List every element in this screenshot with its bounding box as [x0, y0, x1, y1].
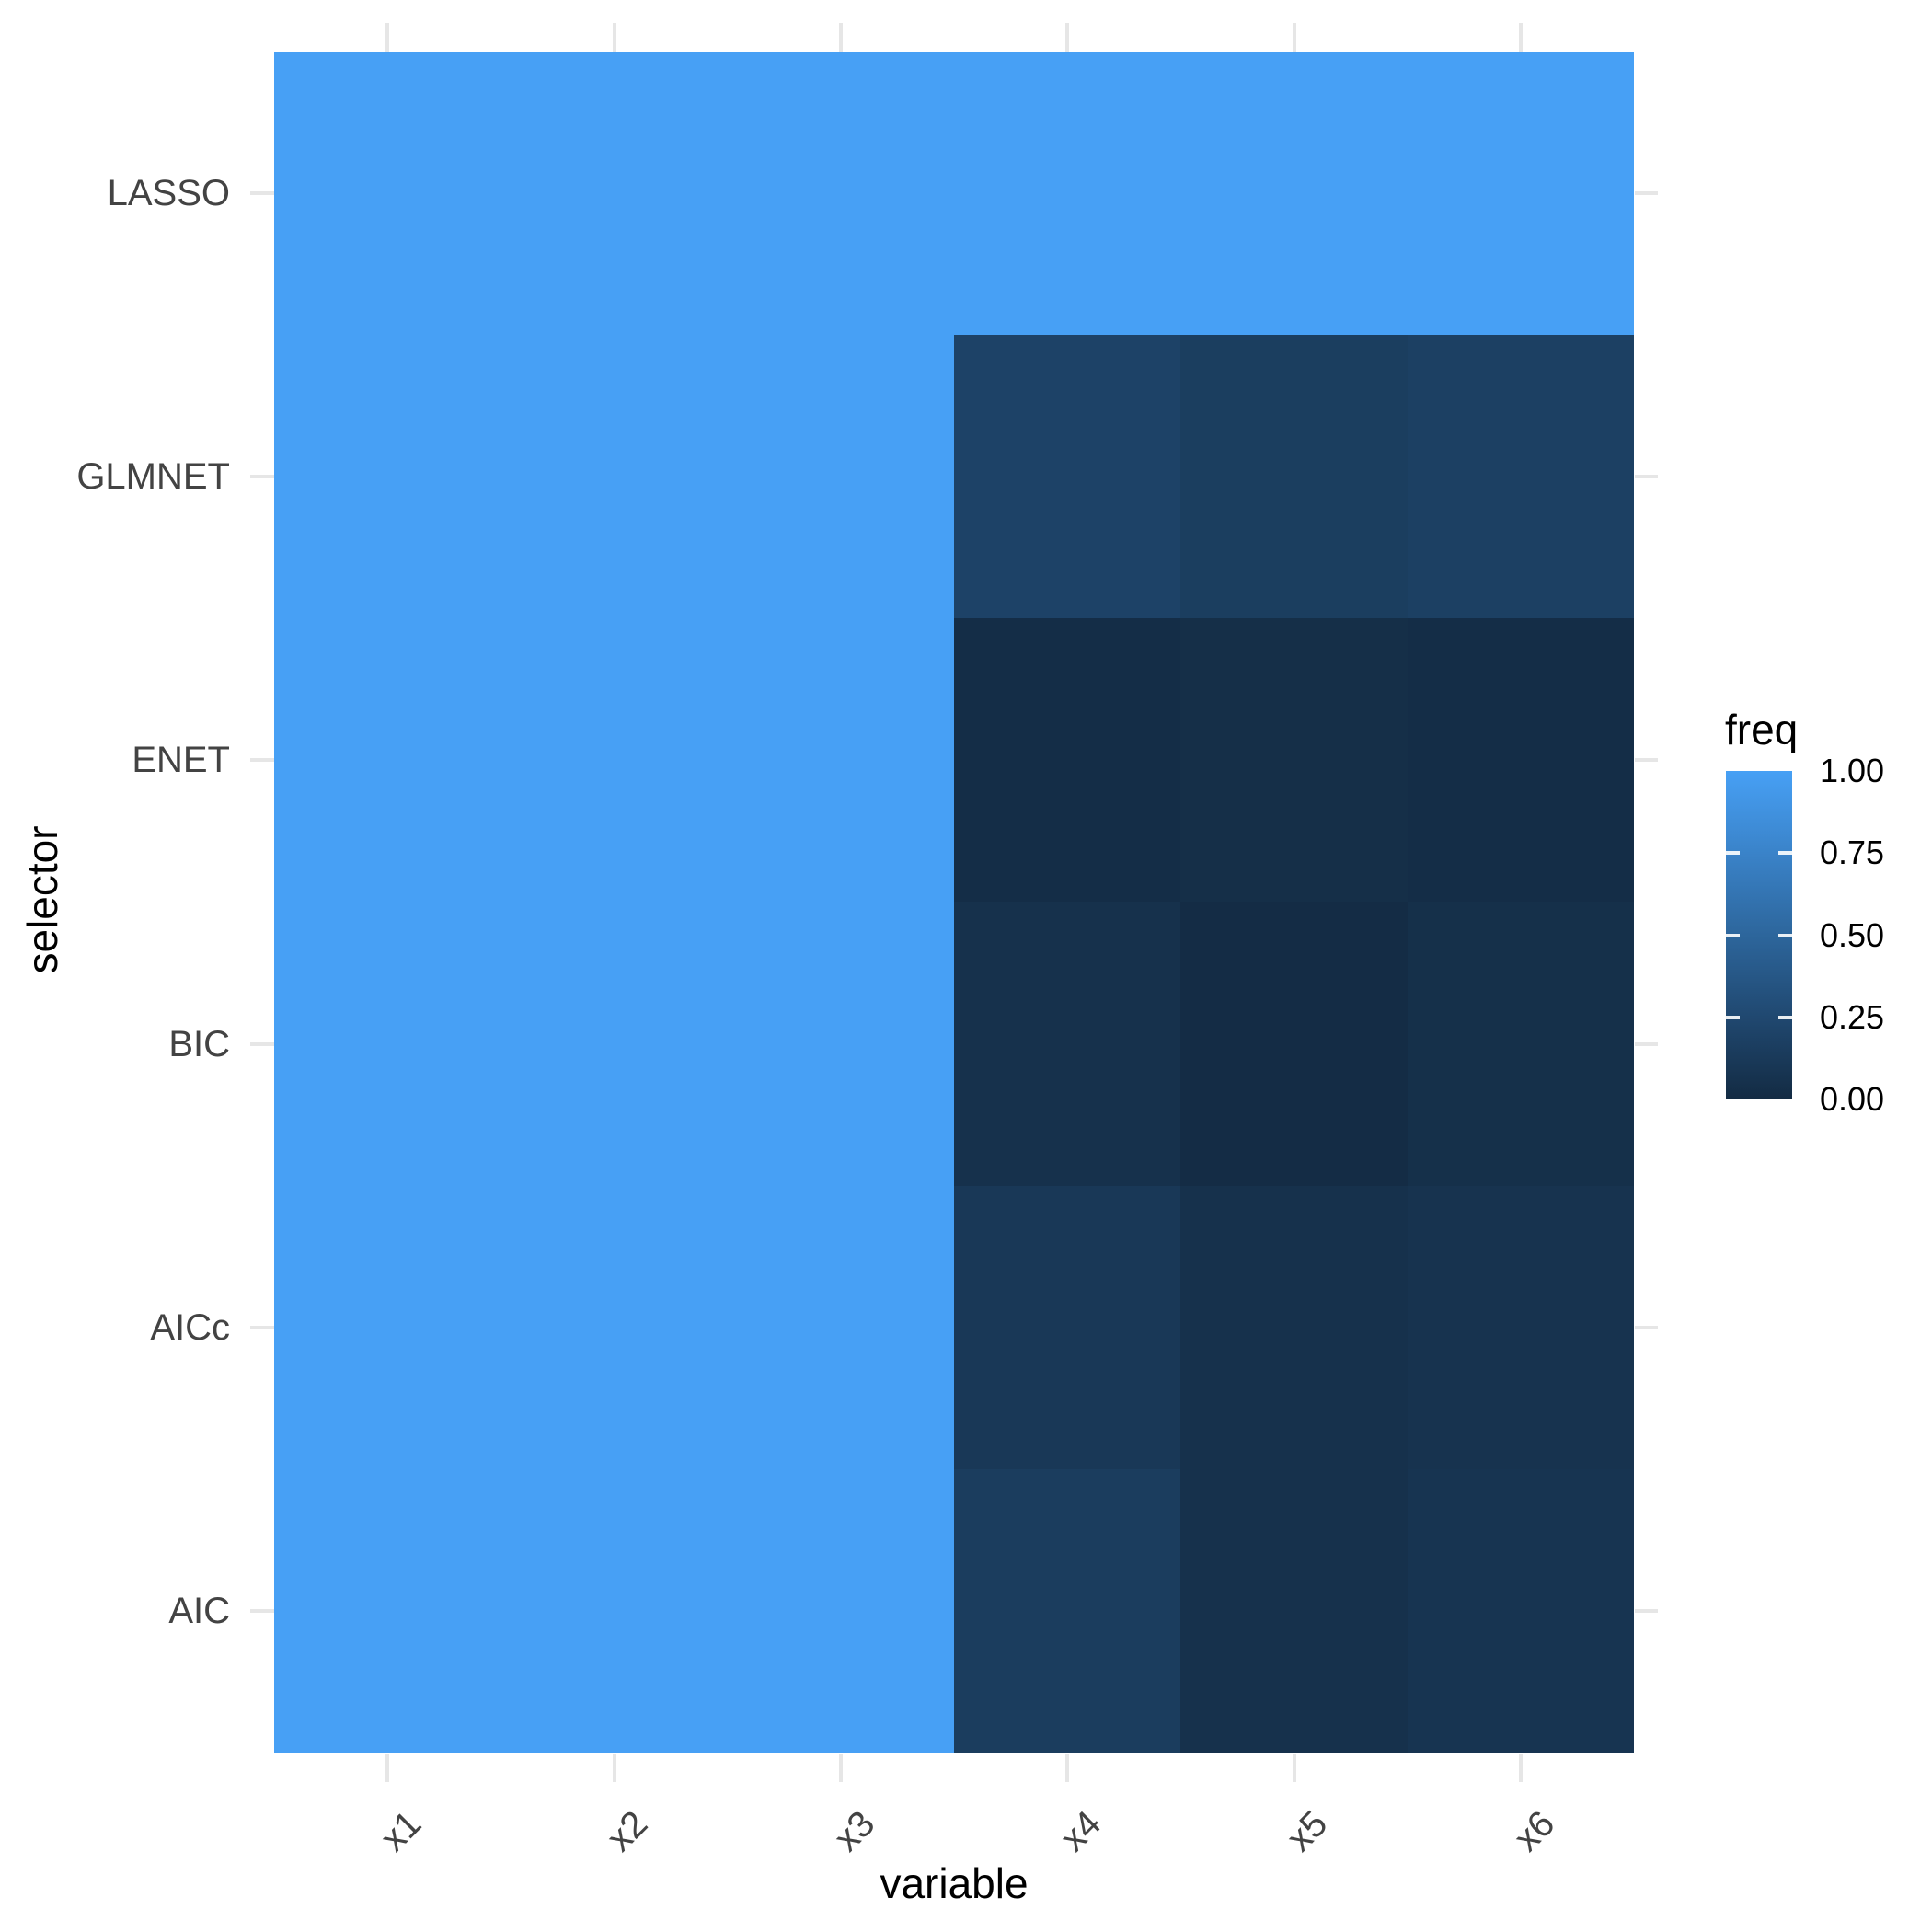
- x-tick-label-x5: x5: [1279, 1803, 1336, 1859]
- legend-tick-right: [1778, 1015, 1792, 1019]
- heatmap-cell-AIC-x5: [1180, 1468, 1408, 1753]
- x-tick-label-x6: x6: [1505, 1803, 1562, 1859]
- heatmap-cell-LASSO-x3: [727, 52, 954, 336]
- gridline-stub-left: [250, 1608, 274, 1613]
- legend-tick-right: [1778, 933, 1792, 937]
- y-tick-label-BIC: BIC: [168, 1023, 230, 1064]
- heatmap-cell-ENET-x2: [500, 618, 728, 903]
- y-tick-label-AICc: AICc: [150, 1306, 230, 1348]
- heatmap-cell-BIC-x6: [1407, 902, 1634, 1186]
- legend-tick-left: [1726, 851, 1740, 856]
- heatmap-cell-AICc-x2: [500, 1185, 728, 1469]
- gridline-stub-bottom: [1518, 1754, 1523, 1782]
- legend-tick-left: [1726, 933, 1740, 937]
- legend-label-0.75: 0.75: [1820, 834, 1885, 872]
- heatmap-cell-ENET-x4: [953, 618, 1181, 903]
- gridline-stub-top: [1292, 23, 1296, 52]
- y-tick-label-AIC: AIC: [168, 1590, 230, 1631]
- heatmap-cell-GLMNET-x1: [274, 335, 501, 619]
- gridline-stub-right: [1635, 475, 1658, 479]
- x-tick-label-x3: x3: [825, 1803, 882, 1859]
- gridline-stub-bottom: [838, 1754, 843, 1782]
- gridline-stub-right: [1635, 1608, 1658, 1613]
- y-tick-label-ENET: ENET: [132, 740, 230, 781]
- gridline-stub-right: [1635, 1041, 1658, 1046]
- heatmap-cell-ENET-x3: [727, 618, 954, 903]
- heatmap-cell-AIC-x1: [274, 1468, 501, 1753]
- heatmap-cell-ENET-x1: [274, 618, 501, 903]
- heatmap-cell-GLMNET-x3: [727, 335, 954, 619]
- legend-label-0.00: 0.00: [1820, 1080, 1885, 1118]
- gridline-stub-top: [838, 23, 843, 52]
- gridline-stub-top: [612, 23, 616, 52]
- heatmap-cell-AICc-x5: [1180, 1185, 1408, 1469]
- legend-tick-right: [1778, 851, 1792, 856]
- gridline-stub-bottom: [1292, 1754, 1296, 1782]
- heatmap-cell-AICc-x1: [274, 1185, 501, 1469]
- heatmap-cell-AICc-x6: [1407, 1185, 1634, 1469]
- legend-tick-left: [1726, 1015, 1740, 1019]
- legend-title: freq: [1725, 706, 1799, 753]
- heatmap-cell-ENET-x5: [1180, 618, 1408, 903]
- heatmap-cell-AIC-x4: [953, 1468, 1181, 1753]
- heatmap-cell-LASSO-x1: [274, 52, 501, 336]
- heatmap-cell-LASSO-x5: [1180, 52, 1408, 336]
- heatmap-cell-GLMNET-x5: [1180, 335, 1408, 619]
- legend-label-0.50: 0.50: [1820, 915, 1885, 954]
- gridline-stub-left: [250, 475, 274, 479]
- gridline-stub-top: [1518, 23, 1523, 52]
- x-tick-label-x1: x1: [373, 1803, 430, 1859]
- x-axis-title: variable: [880, 1859, 1029, 1907]
- legend-label-0.25: 0.25: [1820, 997, 1885, 1036]
- y-axis-title: selector: [18, 825, 66, 974]
- x-tick-label-x2: x2: [599, 1803, 656, 1859]
- heatmap-cell-ENET-x6: [1407, 618, 1634, 903]
- heatmap-cell-BIC-x5: [1180, 902, 1408, 1186]
- gridline-stub-left: [250, 1041, 274, 1046]
- x-tick-label-x4: x4: [1052, 1803, 1110, 1859]
- heatmap-cell-BIC-x1: [274, 902, 501, 1186]
- heatmap-cell-AICc-x3: [727, 1185, 954, 1469]
- gridline-stub-left: [250, 191, 274, 196]
- heatmap-cell-GLMNET-x2: [500, 335, 728, 619]
- gridline-stub-bottom: [385, 1754, 390, 1782]
- gridline-stub-left: [250, 1325, 274, 1329]
- legend-label-1.00: 1.00: [1820, 752, 1885, 789]
- gridline-stub-right: [1635, 191, 1658, 196]
- heatmap-cell-GLMNET-x6: [1407, 335, 1634, 619]
- gridline-stub-bottom: [612, 1754, 616, 1782]
- y-tick-label-GLMNET: GLMNET: [76, 456, 230, 498]
- y-tick-label-LASSO: LASSO: [107, 173, 230, 214]
- heatmap-cell-AIC-x3: [727, 1468, 954, 1753]
- heatmap-cell-AICc-x4: [953, 1185, 1181, 1469]
- heatmap-cell-AIC-x2: [500, 1468, 728, 1753]
- heatmap-cell-LASSO-x2: [500, 52, 728, 336]
- gridline-stub-left: [250, 758, 274, 763]
- gridline-stub-top: [385, 23, 390, 52]
- heatmap-cell-GLMNET-x4: [953, 335, 1181, 619]
- heatmap-cell-BIC-x3: [727, 902, 954, 1186]
- heatmap-cell-LASSO-x6: [1407, 52, 1634, 336]
- heatmap-cell-BIC-x2: [500, 902, 728, 1186]
- heatmap-cell-LASSO-x4: [953, 52, 1181, 336]
- gridline-stub-top: [1065, 23, 1070, 52]
- heatmap-cell-BIC-x4: [953, 902, 1181, 1186]
- gridline-stub-bottom: [1065, 1754, 1070, 1782]
- gridline-stub-right: [1635, 1325, 1658, 1329]
- gridline-stub-right: [1635, 758, 1658, 763]
- heatmap-tile-grid: [274, 52, 1634, 1753]
- heatmap-cell-AIC-x6: [1407, 1468, 1634, 1753]
